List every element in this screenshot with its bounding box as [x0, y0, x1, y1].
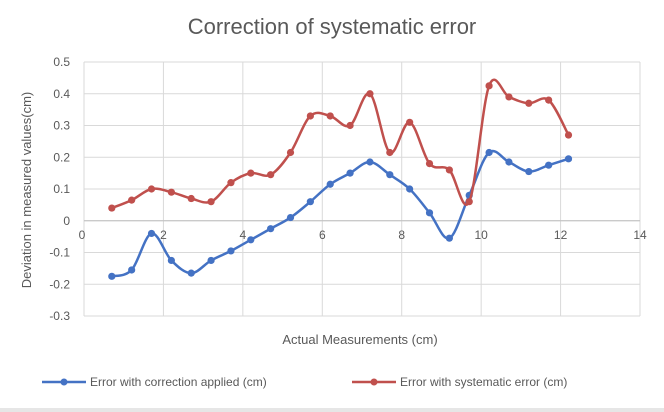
data-point: [465, 198, 473, 206]
legend: Error with correction applied (cm) Error…: [42, 375, 567, 389]
data-point: [505, 93, 513, 101]
y-axis-title: Deviation in measured values(cm): [19, 92, 34, 289]
y-tick-label: 0.4: [53, 87, 70, 101]
data-point: [247, 169, 255, 177]
x-tick-label: 4: [240, 228, 247, 242]
legend-item-corrected: Error with correction applied (cm): [42, 375, 267, 389]
data-point: [267, 225, 275, 233]
y-tick-label: 0.1: [53, 182, 70, 196]
data-point: [346, 121, 354, 130]
data-point: [187, 269, 195, 277]
data-point: [227, 247, 235, 255]
data-point: [485, 82, 493, 90]
data-point: [306, 112, 314, 120]
x-tick-label: 12: [554, 228, 568, 242]
series-layer: [108, 78, 573, 280]
data-point: [346, 169, 354, 177]
x-tick-label: 2: [160, 228, 167, 242]
data-point: [167, 256, 175, 265]
data-point: [445, 166, 453, 174]
series-0: [108, 148, 573, 280]
chart-title: Correction of systematic error: [188, 14, 477, 39]
data-point: [147, 229, 156, 238]
data-point: [128, 196, 136, 204]
data-point: [525, 167, 533, 176]
data-point: [147, 185, 156, 193]
y-tick-label: 0.5: [53, 55, 70, 69]
data-point: [445, 234, 453, 242]
legend-item-systematic: Error with systematic error (cm): [352, 375, 567, 389]
data-point: [386, 148, 394, 157]
data-point: [366, 158, 374, 166]
data-point: [227, 179, 235, 187]
x-tick-label: 0: [79, 228, 86, 242]
data-point: [545, 161, 553, 169]
data-point: [505, 158, 513, 166]
y-tick-label: 0: [63, 214, 70, 228]
x-tick-label: 6: [319, 228, 326, 242]
y-tick-label: 0.2: [53, 150, 70, 164]
data-point: [286, 148, 295, 157]
data-point: [128, 266, 136, 274]
data-point: [247, 236, 255, 244]
data-point: [207, 198, 215, 206]
data-point: [485, 148, 493, 157]
tick-labels: -0.3 -0.2 -0.1 0 0.1 0.2 0.3 0.4 0.5 0 2 4 6 8 10 12 14: [49, 55, 647, 323]
y-tick-label: -0.2: [49, 277, 70, 291]
data-point: [525, 99, 533, 107]
data-point: [108, 204, 116, 212]
data-point: [425, 160, 434, 168]
legend-label-systematic: Error with systematic error (cm): [400, 375, 567, 389]
data-point: [207, 256, 215, 265]
y-tick-label: 0.3: [53, 119, 70, 133]
x-tick-label: 14: [633, 228, 647, 242]
x-tick-label: 10: [474, 228, 488, 242]
y-tick-label: -0.3: [49, 309, 70, 323]
legend-label-corrected: Error with correction applied (cm): [90, 375, 267, 389]
data-point: [406, 118, 414, 126]
data-point: [545, 96, 553, 104]
data-point: [425, 209, 434, 217]
legend-marker-systematic: [370, 378, 378, 386]
x-axis-title: Actual Measurements (cm): [282, 332, 437, 347]
legend-marker-corrected: [60, 378, 68, 386]
data-point: [167, 188, 175, 196]
y-tick-label: -0.1: [49, 246, 70, 260]
data-point: [286, 213, 295, 222]
data-point: [326, 180, 334, 188]
data-point: [306, 198, 314, 206]
data-point: [406, 185, 414, 193]
series-1: [108, 78, 573, 212]
data-point: [564, 131, 573, 139]
data-point: [564, 155, 573, 163]
bottom-strip: [0, 408, 664, 412]
data-point: [326, 112, 334, 120]
data-point: [386, 171, 394, 179]
data-point: [108, 272, 116, 280]
x-tick-label: 8: [398, 228, 405, 242]
data-point: [187, 194, 195, 203]
data-point: [267, 171, 275, 179]
data-point: [366, 90, 374, 98]
